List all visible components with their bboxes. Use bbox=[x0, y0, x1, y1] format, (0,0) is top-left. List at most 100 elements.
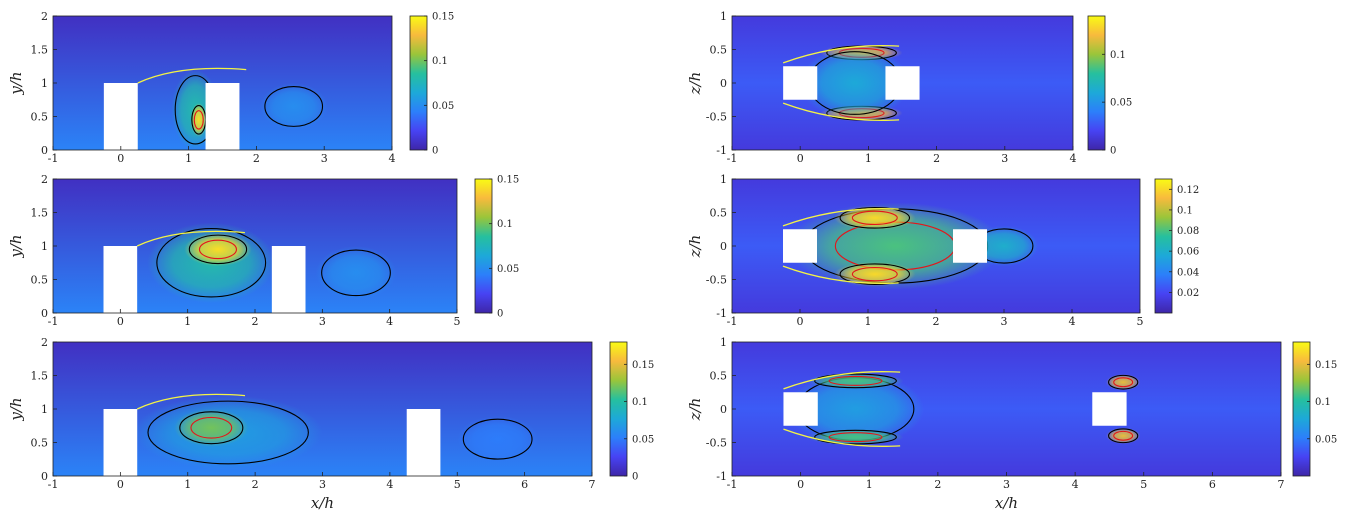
heatmap-field bbox=[732, 342, 1281, 476]
colorbar-tick-label: 0.06 bbox=[1177, 247, 1199, 258]
colorbar-tick-label: 0.04 bbox=[1177, 267, 1199, 278]
x-tick-label: 4 bbox=[1072, 478, 1079, 491]
intensity-blob bbox=[259, 83, 328, 130]
x-axis-label: x/h bbox=[311, 494, 334, 512]
y-tick-label: -1 bbox=[716, 307, 727, 320]
x-tick-label: 3 bbox=[1001, 315, 1008, 328]
y-axis-label: y/h bbox=[7, 234, 25, 258]
x-tick-label: 2 bbox=[933, 152, 940, 165]
x-tick-label: 0 bbox=[797, 152, 804, 165]
x-tick-label: 2 bbox=[252, 315, 259, 328]
y-axis-label: z/h bbox=[686, 72, 704, 96]
y-tick-label: 0 bbox=[720, 240, 727, 253]
colorbar-tick-label: 0.1 bbox=[1177, 205, 1193, 216]
x-tick-label: 0 bbox=[117, 478, 124, 491]
colorbar-tick-label: 0.05 bbox=[432, 101, 454, 112]
contour-black bbox=[814, 373, 897, 389]
obstacle-block bbox=[103, 409, 138, 476]
contour-black bbox=[839, 263, 911, 285]
intensity-blob bbox=[315, 245, 397, 300]
y-tick-label: 0 bbox=[720, 77, 727, 90]
y-tick-label: 2 bbox=[41, 336, 48, 349]
colorbar-tick-label: 0.15 bbox=[632, 360, 654, 371]
x-tick-label: 1 bbox=[184, 478, 191, 491]
colorbar-tick-label: 0.15 bbox=[432, 12, 454, 23]
x-tick-label: 1 bbox=[185, 152, 192, 165]
x-tick-label: 4 bbox=[386, 478, 393, 491]
contour-black bbox=[839, 207, 911, 229]
colorbar-tick-label: 0.1 bbox=[1315, 397, 1331, 408]
x-tick-label: 2 bbox=[933, 315, 940, 328]
colorbar-tick-label: 0 bbox=[497, 309, 503, 320]
y-tick-label: 1.5 bbox=[31, 207, 49, 220]
contour-black bbox=[188, 234, 248, 265]
y-tick-label: 1.5 bbox=[31, 370, 49, 383]
colorbar bbox=[1154, 178, 1173, 314]
contour-black bbox=[156, 228, 267, 298]
obstacle-block bbox=[271, 246, 306, 313]
x-tick-label: 4 bbox=[1069, 315, 1076, 328]
intensity-blob bbox=[184, 232, 252, 267]
panel-left-middle: -1 0 1 2 3 4 500.511.52y/h00.050.10.15 bbox=[7, 173, 519, 328]
y-tick-label: -1 bbox=[716, 144, 727, 157]
colorbar-tick-label: 0.02 bbox=[1177, 288, 1199, 299]
obstacle-block bbox=[1092, 392, 1127, 426]
x-tick-label: 0 bbox=[797, 478, 804, 491]
colorbar-tick-label: 0.05 bbox=[1315, 434, 1337, 445]
x-tick-label: 2 bbox=[252, 478, 259, 491]
y-tick-label: 0.5 bbox=[31, 111, 49, 124]
colorbar-tick-label: 0.15 bbox=[1315, 360, 1337, 371]
contour-red bbox=[851, 210, 898, 226]
colorbar-tick-label: 0 bbox=[632, 472, 638, 483]
x-tick-label: -1 bbox=[727, 152, 738, 165]
y-tick-label: 2 bbox=[41, 10, 48, 23]
y-tick-label: 0.5 bbox=[710, 44, 728, 57]
y-tick-label: 0.5 bbox=[710, 207, 728, 220]
x-tick-label: 6 bbox=[1209, 478, 1216, 491]
y-tick-label: 1 bbox=[720, 10, 727, 23]
contour-red bbox=[828, 432, 883, 443]
y-tick-label: 0.5 bbox=[31, 437, 49, 450]
contour-black bbox=[147, 400, 309, 465]
x-tick-label: 0 bbox=[117, 152, 124, 165]
contour-black bbox=[814, 429, 897, 445]
colorbar-tick-label: 0.1 bbox=[632, 397, 648, 408]
obstacle-block bbox=[783, 392, 818, 426]
x-tick-label: 3 bbox=[321, 152, 328, 165]
contour-black bbox=[1108, 374, 1139, 390]
intensity-blob bbox=[834, 205, 916, 230]
x-tick-label: 7 bbox=[1278, 478, 1285, 491]
intensity-blob bbox=[190, 103, 207, 137]
colorbar bbox=[1292, 341, 1311, 477]
y-tick-label: 2 bbox=[41, 173, 48, 186]
y-tick-label: 1 bbox=[41, 403, 48, 416]
y-tick-label: 1 bbox=[41, 77, 48, 90]
contour-red bbox=[851, 266, 898, 282]
colorbar-tick-label: 0.15 bbox=[497, 175, 519, 186]
x-tick-label: -1 bbox=[48, 152, 59, 165]
x-tick-label: -1 bbox=[727, 315, 738, 328]
obstacle-block bbox=[953, 229, 987, 263]
intensity-blob bbox=[1106, 374, 1141, 391]
obstacle-block bbox=[205, 83, 240, 150]
x-tick-label: 3 bbox=[1003, 478, 1010, 491]
panel-left-top: -1 0 1 2 3 400.511.52y/h00.050.10.15 bbox=[7, 10, 454, 165]
x-tick-label: 7 bbox=[589, 478, 596, 491]
obstacle-block bbox=[103, 246, 138, 313]
contour-black bbox=[1108, 428, 1139, 444]
contour-yellow bbox=[783, 428, 901, 447]
obstacle-block bbox=[783, 66, 818, 100]
x-tick-label: 2 bbox=[934, 478, 941, 491]
intensity-blob bbox=[834, 262, 916, 287]
intensity-blob bbox=[807, 429, 904, 446]
x-tick-label: -1 bbox=[48, 478, 59, 491]
x-tick-label: 5 bbox=[454, 478, 461, 491]
y-tick-label: -1 bbox=[716, 470, 727, 483]
colorbar-tick-label: 0.1 bbox=[432, 56, 448, 67]
intensity-blob bbox=[1106, 427, 1141, 444]
obstacle-block bbox=[885, 66, 920, 100]
y-tick-label: 0.5 bbox=[31, 274, 49, 287]
colorbar-tick-label: 0 bbox=[432, 146, 438, 157]
y-tick-label: -0.5 bbox=[706, 437, 727, 450]
contour-red bbox=[828, 375, 883, 386]
